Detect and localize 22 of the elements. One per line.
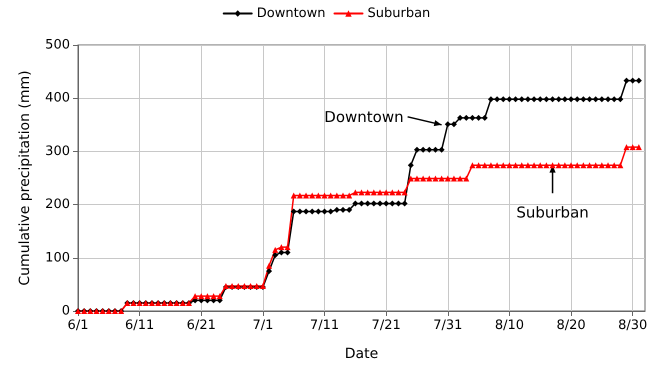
y-tick-label: 200 [45,197,70,212]
x-tick-label: 7/1 [252,318,274,333]
legend-label: Downtown [256,6,326,21]
x-tick-label: 8/30 [618,318,648,333]
y-tick-label: 300 [45,144,70,159]
x-tick-label: 6/11 [125,318,154,333]
x-tick-label: 8/10 [494,318,524,333]
annotation: Suburban [516,204,589,222]
x-tick-label: 6/21 [186,318,216,333]
x-tick-label: 8/20 [556,318,586,333]
annotation: Downtown [324,108,404,126]
x-tick-label: 7/11 [310,318,340,333]
y-tick-label: 400 [45,90,70,106]
x-tick-label: 6/1 [68,318,88,333]
y-tick-label: 500 [45,38,70,52]
x-tick-label: 7/21 [372,318,401,333]
x-tick-label: 7/31 [433,318,462,333]
y-axis-title: Cumulative precipitation (mm) [17,70,33,286]
y-tick-label: 0 [62,304,70,318]
legend-label: Suburban [367,6,430,21]
y-tick-label: 100 [45,250,70,266]
x-axis-title: Date [344,346,378,362]
